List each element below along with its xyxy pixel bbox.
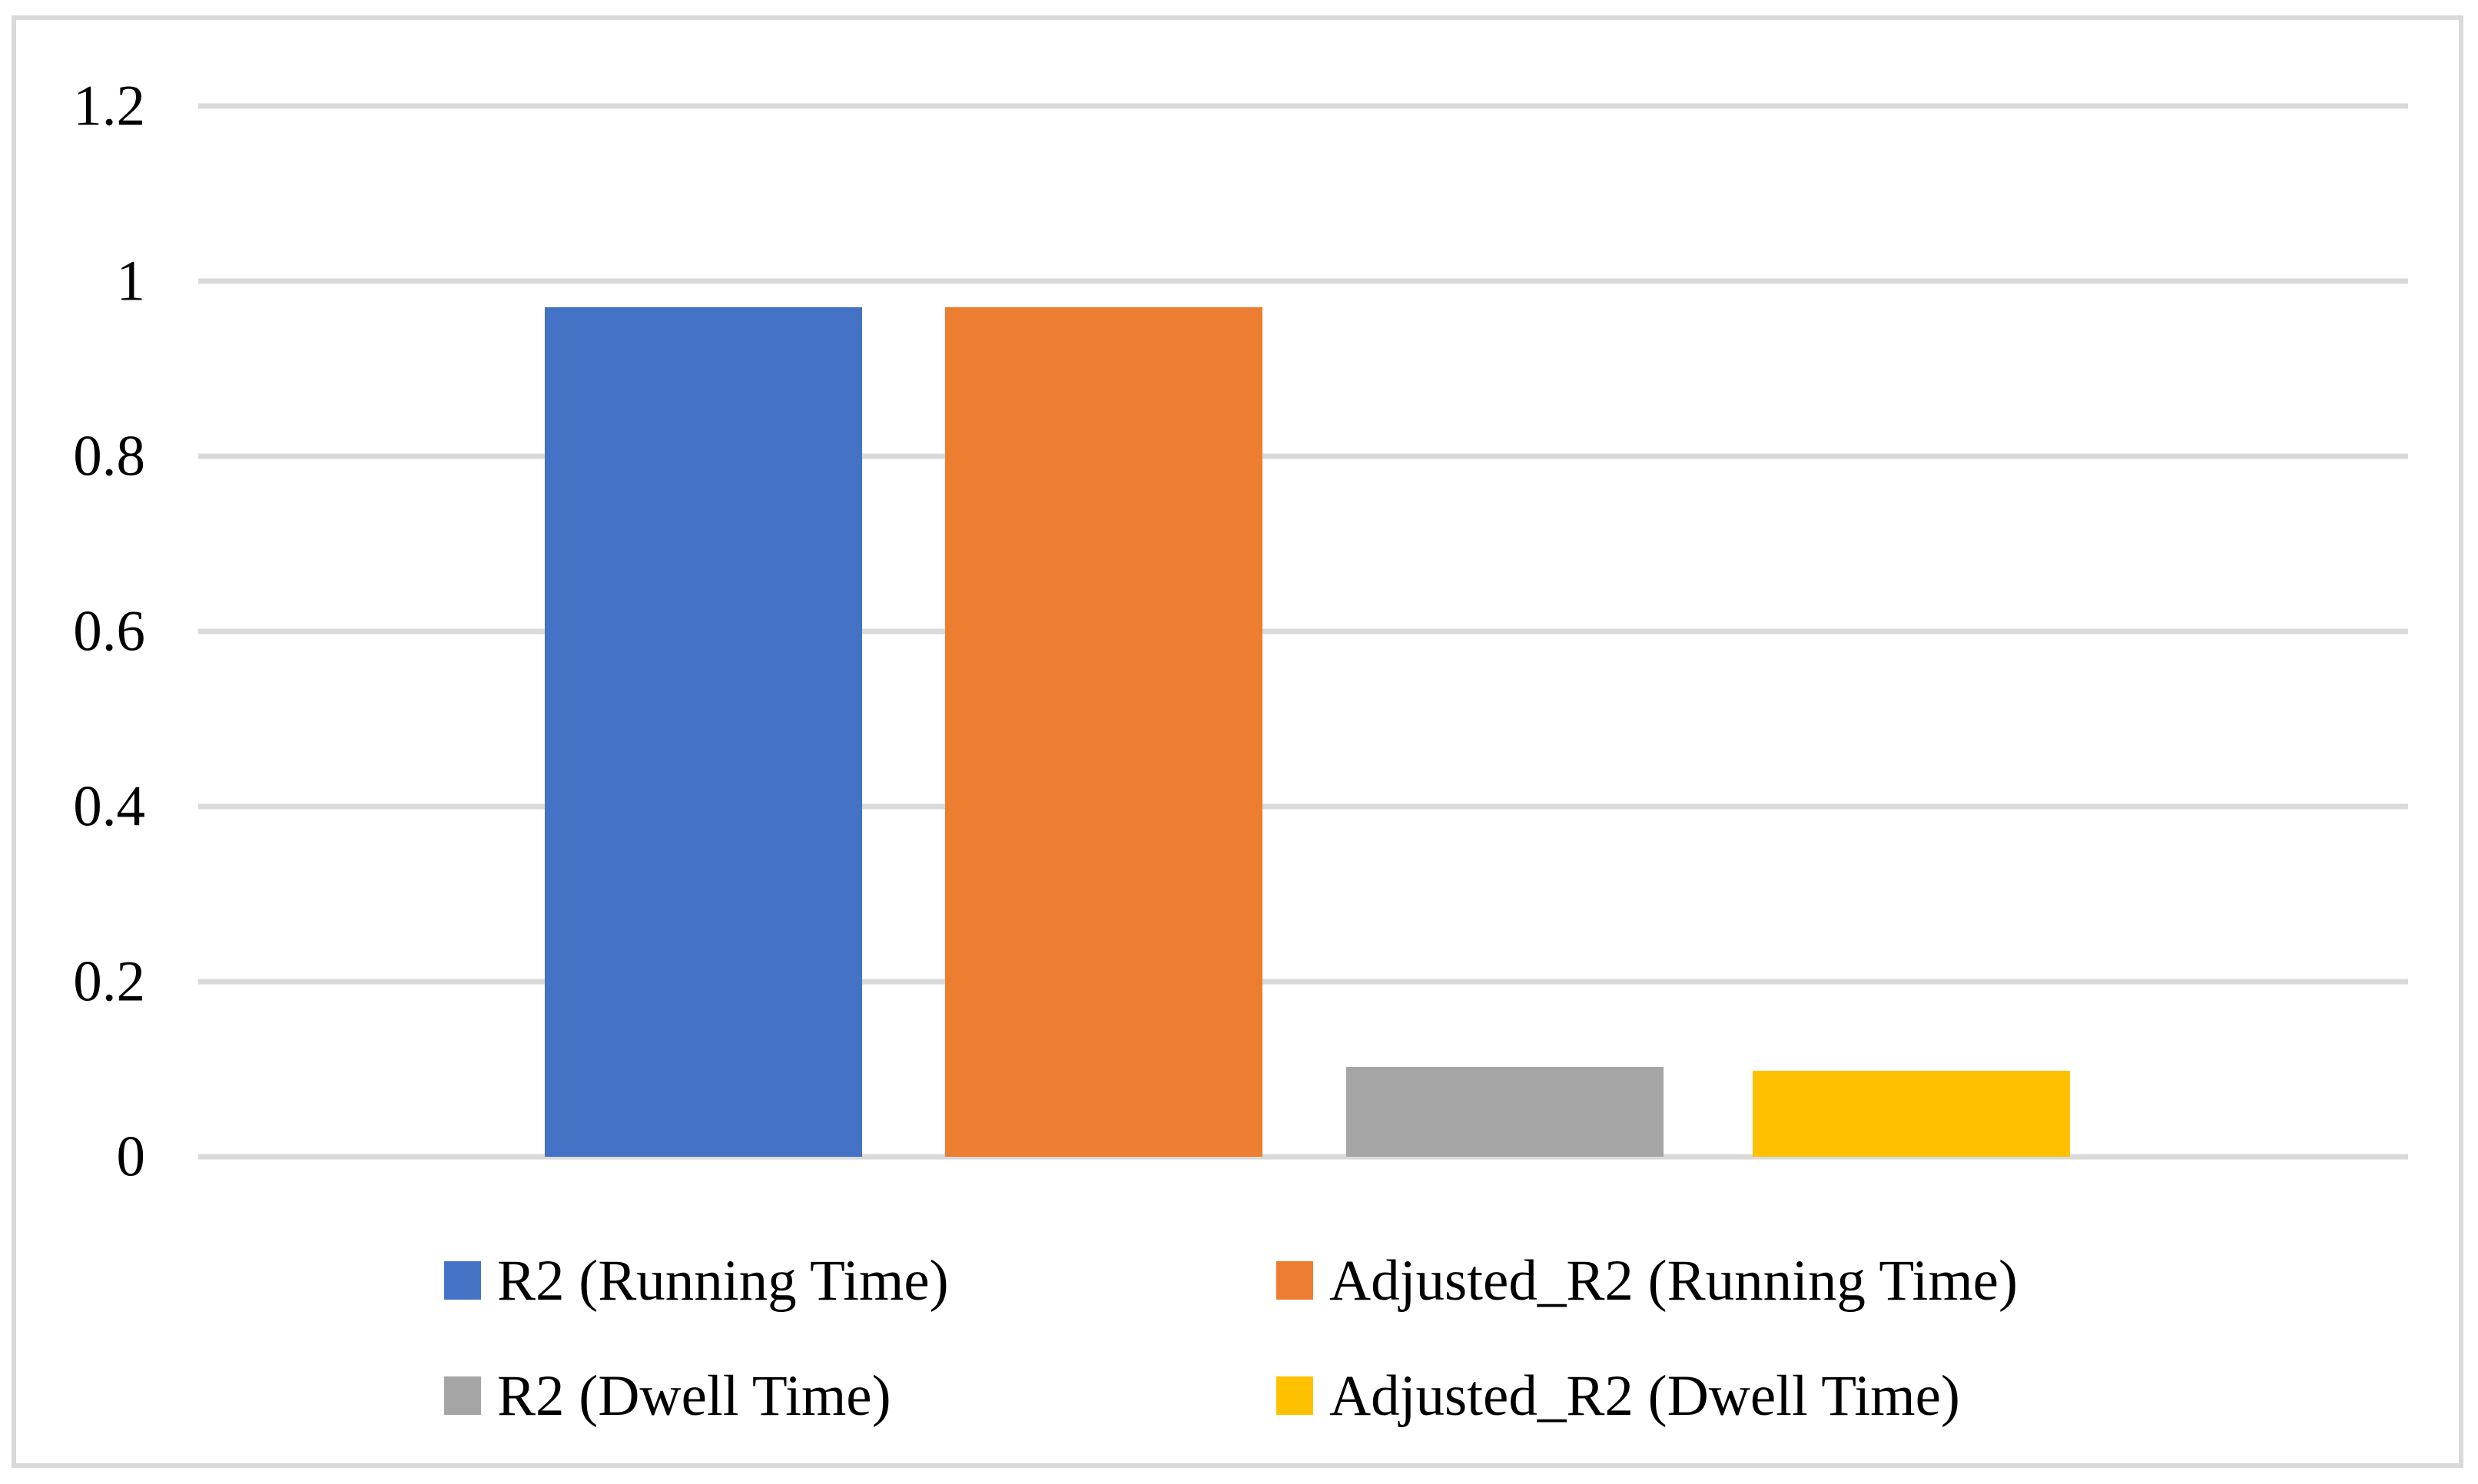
legend-swatch-r2-running-time [444, 1261, 481, 1300]
gridline-0.6 [198, 628, 2408, 634]
legend-item-adjusted-r2-running-time: Adjusted_R2 (Running Time) [1276, 1251, 2018, 1310]
y-tick-label-0.2: 0.2 [73, 949, 145, 1014]
legend-label-r2-dwell-time: R2 (Dwell Time) [497, 1363, 891, 1428]
bar-r2-running-time [544, 307, 862, 1157]
y-tick-label-0.6: 0.6 [73, 599, 145, 664]
y-tick-label-0: 0 [116, 1125, 146, 1189]
bars-layer [198, 106, 2408, 1157]
legend-item-r2-dwell-time: R2 (Dwell Time) [444, 1366, 891, 1425]
gridline-0.4 [198, 803, 2408, 810]
bar-adjusted-r2-running-time [945, 307, 1263, 1157]
legend-swatch-adjusted-r2-dwell-time [1276, 1376, 1313, 1415]
gridline-0.2 [198, 979, 2408, 985]
chart-outer-border: 0 0.2 0.4 0.6 0.8 1 1.2 R2 (Running Time) Adjus… [12, 15, 2463, 1468]
legend-item-adjusted-r2-dwell-time: Adjusted_R2 (Dwell Time) [1276, 1366, 1960, 1425]
y-tick-label-1.2: 1.2 [73, 74, 145, 138]
y-tick-label-0.8: 0.8 [73, 424, 145, 489]
gridline-1 [198, 278, 2408, 284]
legend-swatch-adjusted-r2-running-time [1276, 1261, 1313, 1300]
y-tick-label-0.4: 0.4 [73, 774, 145, 839]
legend-label-adjusted-r2-running-time: Adjusted_R2 (Running Time) [1329, 1248, 2018, 1313]
bar-adjusted-r2-dwell-time [1752, 1071, 2070, 1157]
gridline-0.8 [198, 453, 2408, 459]
legend-swatch-r2-dwell-time [444, 1376, 481, 1415]
legend-item-r2-running-time: R2 (Running Time) [444, 1251, 949, 1310]
gridline-1.2 [198, 103, 2408, 109]
legend: R2 (Running Time) Adjusted_R2 (Running Ti… [16, 20, 2459, 1463]
y-tick-label-1: 1 [116, 249, 146, 313]
y-axis-tick-labels: 0 0.2 0.4 0.6 0.8 1 1.2 [16, 78, 146, 1186]
bar-r2-dwell-time [1346, 1066, 1664, 1157]
legend-label-adjusted-r2-dwell-time: Adjusted_R2 (Dwell Time) [1329, 1363, 1960, 1428]
legend-label-r2-running-time: R2 (Running Time) [497, 1248, 949, 1313]
gridline-0 [198, 1154, 2408, 1160]
plot-area [198, 103, 2408, 1160]
